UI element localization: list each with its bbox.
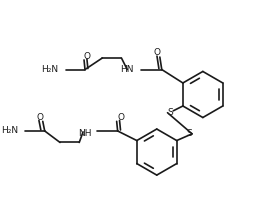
Text: O: O [117, 113, 124, 122]
Text: H₂N: H₂N [41, 65, 58, 74]
Text: S: S [186, 129, 192, 138]
Text: O: O [153, 48, 160, 57]
Text: O: O [36, 113, 43, 122]
Text: O: O [83, 52, 90, 61]
Text: NH: NH [78, 129, 92, 138]
Text: H₂N: H₂N [1, 126, 18, 135]
Text: HN: HN [120, 65, 134, 74]
Text: S: S [167, 108, 173, 117]
